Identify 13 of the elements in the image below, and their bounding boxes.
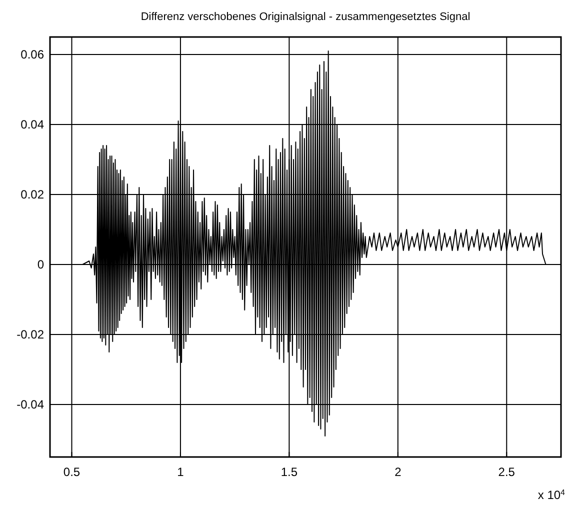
x-tick-label: 2 [394,465,402,479]
x-tick-label: 1 [177,465,184,479]
chart-title: Differenz verschobenes Originalsignal - zusammengesetztes Signal [140,11,470,23]
x-tick-label: 1.5 [280,465,298,479]
y-tick-label: -0.02 [16,328,44,342]
y-tick-label: -0.04 [16,398,44,412]
text: x 10$^{4}$ [538,488,566,502]
y-tick-label: 0.06 [20,48,44,62]
x-tick-label: 0.5 [63,465,80,479]
x-tick-label: 2.5 [498,465,516,479]
y-tick-label: 0.04 [20,118,44,132]
y-tick-label: 0.02 [20,188,44,202]
y-tick-label: 0 [37,258,44,272]
